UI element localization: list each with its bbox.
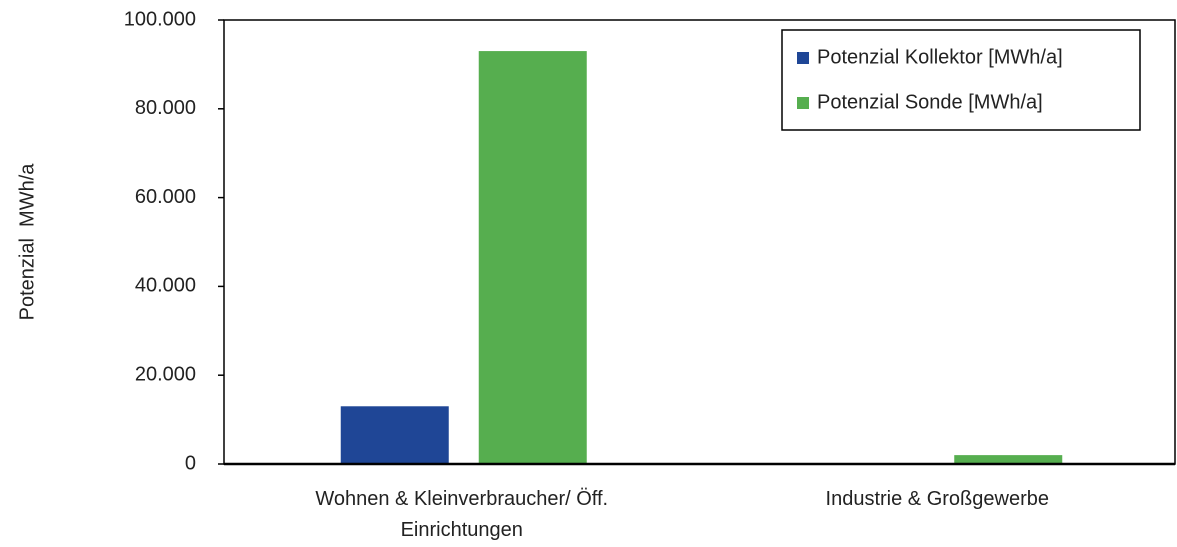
y-tick-label: 40.000	[135, 275, 196, 297]
legend-label: Potenzial Kollektor [MWh/a]	[817, 46, 1063, 68]
legend-swatch	[797, 52, 809, 64]
legend-label: Potenzial Sonde [MWh/a]	[817, 91, 1043, 113]
x-tick-label: Wohnen & Kleinverbraucher/ Öff. Einricht…	[315, 488, 609, 541]
y-tick-label: 60.000	[135, 186, 196, 208]
bar	[478, 51, 587, 465]
y-tick-label: 20.000	[135, 363, 196, 385]
legend-box	[781, 29, 1141, 131]
y-tick-label: 80.000	[135, 97, 196, 119]
legend-swatch	[797, 97, 809, 109]
bar	[954, 455, 1063, 464]
bar	[340, 406, 449, 464]
y-tick-label: 0	[185, 452, 196, 474]
x-tick-label: Industrie & Großgewerbe	[825, 488, 1049, 510]
y-axis-label: Potenzial MWh/a	[16, 163, 38, 321]
y-tick-label: 100.000	[124, 8, 196, 30]
